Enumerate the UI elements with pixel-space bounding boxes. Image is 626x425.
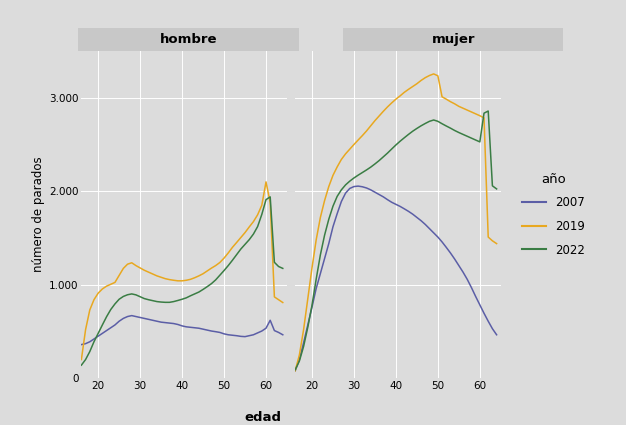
Text: hombre: hombre: [160, 33, 217, 46]
Y-axis label: número de parados: número de parados: [32, 157, 45, 272]
Text: edad: edad: [244, 411, 282, 424]
Text: mujer: mujer: [431, 33, 475, 46]
Legend: 2007, 2019, 2022: 2007, 2019, 2022: [513, 163, 595, 266]
